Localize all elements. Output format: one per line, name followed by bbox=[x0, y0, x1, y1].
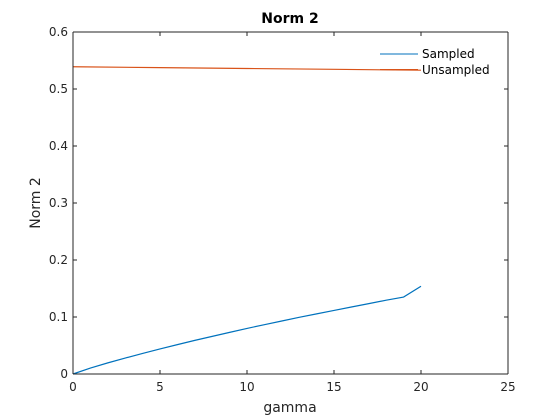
y-ticks: 0 0.1 0.2 0.3 0.4 0.5 0.6 bbox=[49, 25, 508, 381]
y-axis-label: Norm 2 bbox=[28, 177, 44, 229]
y-tick-label: 0.1 bbox=[49, 310, 68, 324]
series-line-unsampled bbox=[72, 66, 422, 71]
y-tick-label: 0.3 bbox=[49, 196, 68, 210]
x-tick-label: 15 bbox=[326, 380, 341, 394]
x-tick-label: 20 bbox=[413, 380, 428, 394]
y-tick-label: 0.2 bbox=[49, 253, 68, 267]
x-tick-label: 0 bbox=[69, 380, 77, 394]
chart-title: Norm 2 bbox=[261, 11, 318, 27]
legend-unsampled-label: Unsampled bbox=[422, 63, 490, 77]
x-axis-label: gamma bbox=[263, 400, 316, 416]
legend-sampled-label: Sampled bbox=[422, 47, 475, 61]
x-tick-label: 10 bbox=[239, 380, 254, 394]
series-line-sampled bbox=[72, 285, 422, 375]
y-tick-label: 0.5 bbox=[49, 82, 68, 96]
y-tick-label: 0.4 bbox=[49, 139, 68, 153]
x-ticks: 0 5 10 15 20 25 bbox=[69, 32, 516, 394]
legend: Sampled Unsampled bbox=[380, 47, 490, 77]
plot-area bbox=[73, 32, 508, 374]
x-tick-label: 25 bbox=[500, 380, 515, 394]
y-tick-label: 0 bbox=[60, 367, 68, 381]
series-layer bbox=[72, 66, 422, 375]
y-tick-label: 0.6 bbox=[49, 25, 68, 39]
x-tick-label: 5 bbox=[156, 380, 164, 394]
